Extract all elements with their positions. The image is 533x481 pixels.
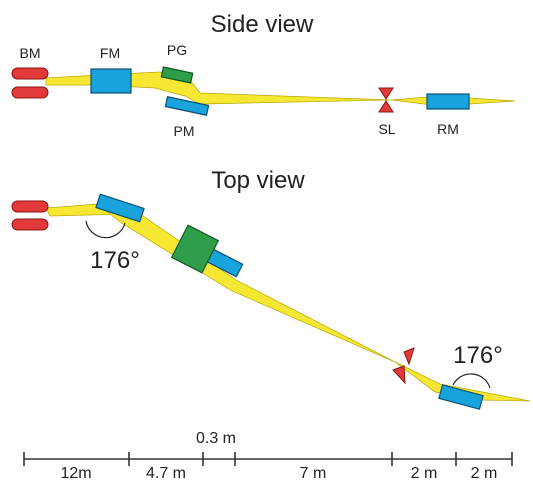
distance-label-2m-b: 2 m bbox=[471, 465, 498, 481]
distance-label-2m-a: 2 m bbox=[411, 465, 438, 481]
distance-label-12m: 12m bbox=[60, 465, 91, 481]
top-source-bottom bbox=[11, 218, 49, 231]
side-rm-mirror bbox=[426, 93, 470, 110]
top-slit-lower bbox=[392, 365, 406, 385]
top-view-title: Top view bbox=[211, 167, 305, 194]
label-sl: SL bbox=[378, 121, 395, 137]
label-rm: RM bbox=[437, 121, 459, 137]
side-pg-grating bbox=[160, 66, 194, 84]
label-pm: PM bbox=[174, 123, 195, 139]
distance-label-7m: 7 m bbox=[300, 465, 327, 481]
top-fm-mirror bbox=[95, 193, 145, 223]
label-pg: PG bbox=[167, 42, 187, 58]
angle-arc-left bbox=[85, 220, 126, 239]
side-slit-top bbox=[378, 87, 394, 100]
label-fm: FM bbox=[100, 45, 120, 61]
top-slit-upper bbox=[403, 347, 415, 366]
side-pm-mirror bbox=[164, 96, 210, 116]
side-view-title: Side view bbox=[211, 11, 314, 38]
top-beam-segment-2 bbox=[99, 205, 396, 363]
distance-label-0-3m: 0.3 m bbox=[196, 430, 236, 447]
side-fm-mirror bbox=[90, 68, 132, 94]
angle-arc-right bbox=[452, 373, 491, 389]
top-pg-grating bbox=[170, 224, 220, 274]
label-bm: BM bbox=[20, 45, 41, 61]
distance-label-4-7m: 4.7 m bbox=[146, 465, 186, 481]
side-source-bottom bbox=[11, 86, 49, 99]
angle-right-label: 176° bbox=[453, 342, 503, 369]
side-slit-bottom bbox=[378, 100, 394, 113]
top-source-top bbox=[11, 200, 49, 213]
angle-left-label: 176° bbox=[90, 247, 140, 274]
top-rm-mirror bbox=[438, 384, 484, 410]
side-source-top bbox=[11, 67, 49, 80]
